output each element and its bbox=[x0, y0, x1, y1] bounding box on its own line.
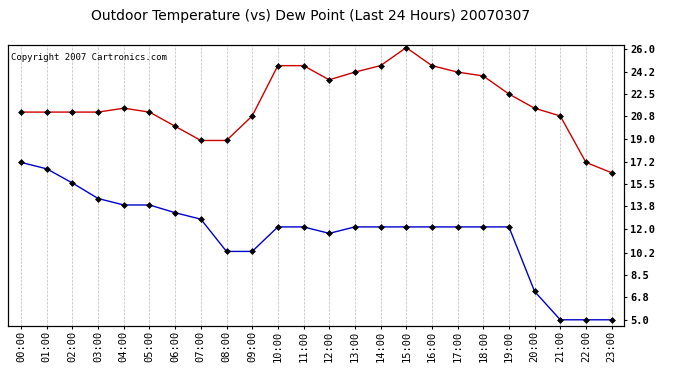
Text: Outdoor Temperature (vs) Dew Point (Last 24 Hours) 20070307: Outdoor Temperature (vs) Dew Point (Last… bbox=[91, 9, 530, 23]
Text: Copyright 2007 Cartronics.com: Copyright 2007 Cartronics.com bbox=[11, 54, 167, 62]
